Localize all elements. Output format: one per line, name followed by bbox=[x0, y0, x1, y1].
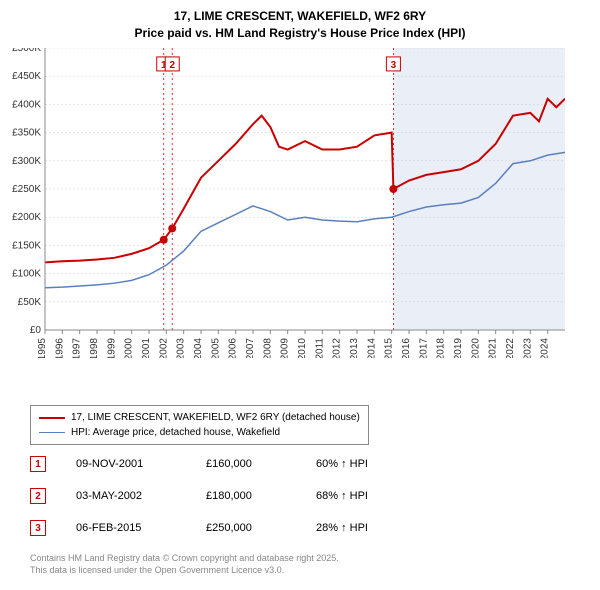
svg-text:2013: 2013 bbox=[349, 338, 360, 358]
svg-text:2002: 2002 bbox=[158, 338, 169, 358]
legend-label: HPI: Average price, detached house, Wake… bbox=[71, 427, 280, 438]
sale-pct: 28% ↑ HPI bbox=[316, 522, 416, 534]
sale-pct: 60% ↑ HPI bbox=[316, 458, 416, 470]
chart-area: £0 £50K £100K £150K £200K £250K £300K £350K £400… bbox=[5, 48, 565, 398]
svg-text:1997: 1997 bbox=[72, 338, 83, 358]
svg-text:1996: 1996 bbox=[54, 338, 65, 358]
line-chart: £0 £50K £100K £150K £200K £250K £300K £350K £400… bbox=[5, 48, 565, 358]
svg-text:2005: 2005 bbox=[210, 338, 221, 358]
svg-text:2015: 2015 bbox=[384, 338, 395, 358]
svg-text:£450K: £450K bbox=[12, 71, 41, 82]
svg-text:£300K: £300K bbox=[12, 156, 41, 167]
svg-text:2007: 2007 bbox=[245, 338, 256, 358]
title-line2: Price paid vs. HM Land Registry's House … bbox=[0, 25, 600, 42]
sale-date: 03-MAY-2002 bbox=[76, 490, 176, 502]
sale-marker: 2 bbox=[30, 488, 46, 504]
svg-text:£350K: £350K bbox=[12, 128, 41, 139]
sale-row: 2 03-MAY-2002 £180,000 68% ↑ HPI bbox=[30, 480, 416, 512]
legend-item: 17, LIME CRESCENT, WAKEFIELD, WF2 6RY (d… bbox=[39, 410, 360, 425]
svg-text:1995: 1995 bbox=[37, 338, 48, 358]
svg-text:2003: 2003 bbox=[176, 338, 187, 358]
sale-marker: 1 bbox=[30, 456, 46, 472]
chart-container: 17, LIME CRESCENT, WAKEFIELD, WF2 6RY Pr… bbox=[0, 0, 600, 590]
chart-title: 17, LIME CRESCENT, WAKEFIELD, WF2 6RY Pr… bbox=[0, 0, 600, 42]
footer-line2: This data is licensed under the Open Gov… bbox=[30, 565, 339, 577]
svg-text:2010: 2010 bbox=[297, 338, 308, 358]
title-line1: 17, LIME CRESCENT, WAKEFIELD, WF2 6RY bbox=[0, 8, 600, 25]
footer-attribution: Contains HM Land Registry data © Crown c… bbox=[30, 553, 339, 576]
svg-text:2018: 2018 bbox=[436, 338, 447, 358]
svg-text:3: 3 bbox=[391, 60, 397, 71]
svg-text:2022: 2022 bbox=[505, 338, 516, 358]
svg-text:£0: £0 bbox=[30, 325, 42, 336]
svg-text:2000: 2000 bbox=[124, 338, 135, 358]
svg-text:£150K: £150K bbox=[12, 240, 41, 251]
sale-row: 1 09-NOV-2001 £160,000 60% ↑ HPI bbox=[30, 448, 416, 480]
svg-text:2009: 2009 bbox=[280, 338, 291, 358]
sale-price: £250,000 bbox=[206, 522, 286, 534]
svg-text:2012: 2012 bbox=[332, 338, 343, 358]
sale-row: 3 06-FEB-2015 £250,000 28% ↑ HPI bbox=[30, 512, 416, 544]
sale-marker: 3 bbox=[30, 520, 46, 536]
sale-pct: 68% ↑ HPI bbox=[316, 490, 416, 502]
svg-text:2021: 2021 bbox=[488, 338, 499, 358]
sale-price: £180,000 bbox=[206, 490, 286, 502]
svg-text:£400K: £400K bbox=[12, 99, 41, 110]
svg-text:£50K: £50K bbox=[18, 297, 42, 308]
svg-text:2023: 2023 bbox=[522, 338, 533, 358]
svg-text:£100K: £100K bbox=[12, 269, 41, 280]
svg-text:2014: 2014 bbox=[366, 338, 377, 358]
legend-label: 17, LIME CRESCENT, WAKEFIELD, WF2 6RY (d… bbox=[71, 412, 360, 423]
sale-date: 09-NOV-2001 bbox=[76, 458, 176, 470]
sale-price: £160,000 bbox=[206, 458, 286, 470]
svg-text:2011: 2011 bbox=[314, 338, 325, 358]
svg-text:2017: 2017 bbox=[418, 338, 429, 358]
svg-text:£500K: £500K bbox=[12, 48, 41, 54]
footer-line1: Contains HM Land Registry data © Crown c… bbox=[30, 553, 339, 565]
svg-text:£250K: £250K bbox=[12, 184, 41, 195]
svg-text:2016: 2016 bbox=[401, 338, 412, 358]
legend: 17, LIME CRESCENT, WAKEFIELD, WF2 6RY (d… bbox=[30, 405, 369, 445]
svg-text:2020: 2020 bbox=[470, 338, 481, 358]
legend-swatch bbox=[39, 417, 65, 419]
svg-text:2006: 2006 bbox=[228, 338, 239, 358]
svg-text:2019: 2019 bbox=[453, 338, 464, 358]
svg-text:2008: 2008 bbox=[262, 338, 273, 358]
svg-text:1999: 1999 bbox=[106, 338, 117, 358]
sale-date: 06-FEB-2015 bbox=[76, 522, 176, 534]
svg-text:2004: 2004 bbox=[193, 338, 204, 358]
svg-text:£200K: £200K bbox=[12, 212, 41, 223]
legend-swatch bbox=[39, 432, 65, 433]
svg-text:2: 2 bbox=[169, 60, 175, 71]
sales-table: 1 09-NOV-2001 £160,000 60% ↑ HPI 2 03-MAY-200… bbox=[30, 448, 416, 544]
svg-text:2024: 2024 bbox=[540, 338, 551, 358]
svg-text:1998: 1998 bbox=[89, 338, 100, 358]
svg-text:2001: 2001 bbox=[141, 338, 152, 358]
legend-item: HPI: Average price, detached house, Wake… bbox=[39, 425, 360, 440]
